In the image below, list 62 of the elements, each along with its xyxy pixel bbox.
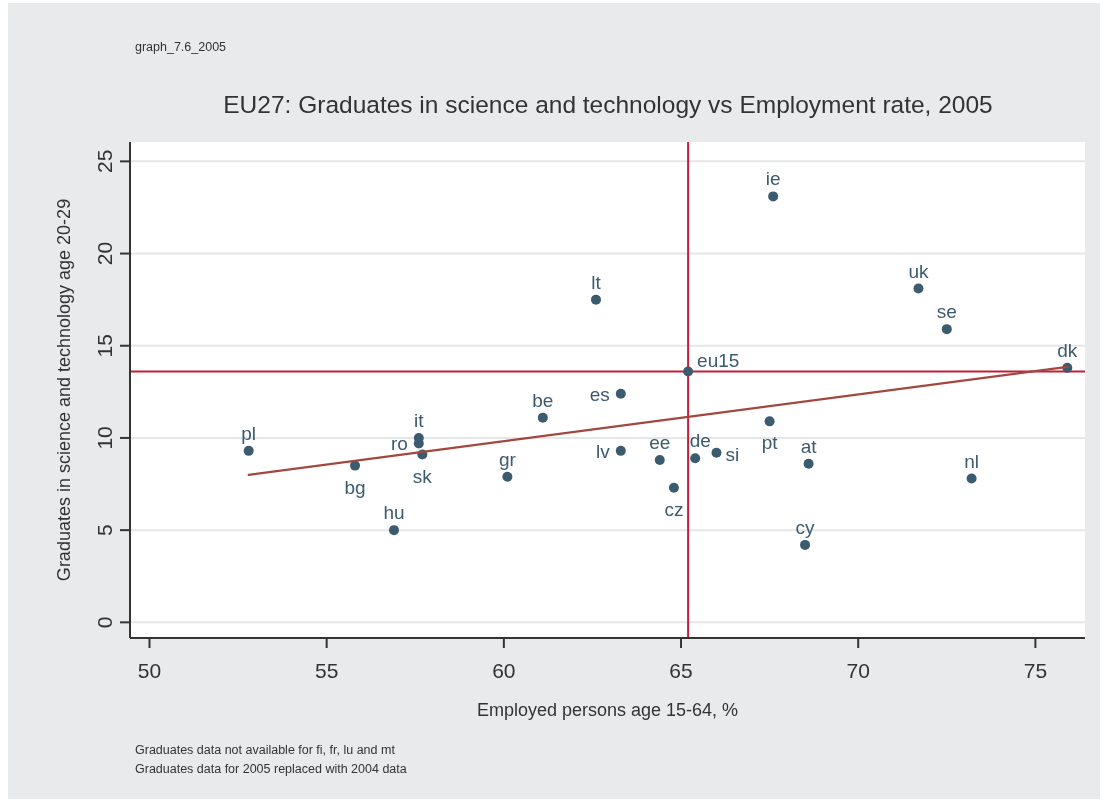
point <box>803 458 814 469</box>
chart-title: EU27: Graduates in science and technology vs Employment rate, 2005 <box>223 91 993 118</box>
point <box>654 455 665 466</box>
data-label: pt <box>761 432 779 454</box>
point <box>966 473 977 484</box>
point <box>590 294 601 305</box>
y-tick-label: 15 <box>93 334 116 358</box>
data-label: pl <box>241 422 257 444</box>
y-tick-label: 0 <box>93 616 116 629</box>
data-label: bg <box>344 476 366 498</box>
data-label: sk <box>412 465 433 487</box>
point <box>615 388 626 399</box>
data-label: it <box>414 409 425 431</box>
text: Graduates data not available for fi, fr, lu and mt <box>135 743 396 757</box>
data-label: dk <box>1057 339 1078 361</box>
data-label: si <box>725 443 740 465</box>
point <box>615 445 626 456</box>
data-label: hu <box>383 502 405 524</box>
text: Graduates data for 2005 replaced with 2004 data <box>135 762 407 776</box>
y-axis-title: Graduates in science and technology age 20-29 <box>54 198 74 582</box>
y-tick-label: 25 <box>93 149 116 174</box>
x-tick-label: 75 <box>1023 659 1048 682</box>
text: graph_7.6_2005 <box>135 40 227 54</box>
x-tick-label: 65 <box>669 659 693 682</box>
x-tick-label: 70 <box>846 659 870 682</box>
data-label: ie <box>765 168 781 190</box>
point <box>350 460 361 471</box>
point <box>764 416 775 427</box>
point <box>683 366 694 377</box>
data-label: se <box>936 301 957 323</box>
data-label: cy <box>795 516 816 538</box>
point <box>537 412 548 423</box>
data-label: be <box>532 389 554 411</box>
data-label: eu15 <box>697 349 740 371</box>
data-label: cz <box>664 498 684 520</box>
x-axis-title: Employed persons age 15-64, % <box>476 700 739 720</box>
data-label: nl <box>964 450 979 472</box>
y-tick-label: 10 <box>93 426 116 450</box>
point <box>800 539 811 550</box>
data-label: lt <box>591 271 602 293</box>
point <box>668 482 679 493</box>
x-tick-label: 55 <box>314 659 339 682</box>
data-label: de <box>689 430 711 452</box>
point <box>913 283 924 294</box>
y-tick-label: 5 <box>93 524 116 536</box>
point <box>768 191 779 202</box>
x-tick-label: 60 <box>492 659 516 682</box>
data-label: lv <box>596 440 611 462</box>
data-label: ro <box>390 433 408 455</box>
point <box>941 324 952 335</box>
data-label: es <box>589 383 610 405</box>
data-label: at <box>800 435 818 457</box>
data-label: uk <box>908 260 929 282</box>
y-tick-label: 20 <box>93 241 116 266</box>
x-tick-label: 50 <box>137 659 162 682</box>
point <box>243 445 254 456</box>
point <box>690 453 701 464</box>
data-label: gr <box>498 448 517 470</box>
data-label: ee <box>649 432 671 454</box>
point <box>711 447 722 458</box>
point <box>389 525 399 536</box>
point <box>502 471 513 482</box>
